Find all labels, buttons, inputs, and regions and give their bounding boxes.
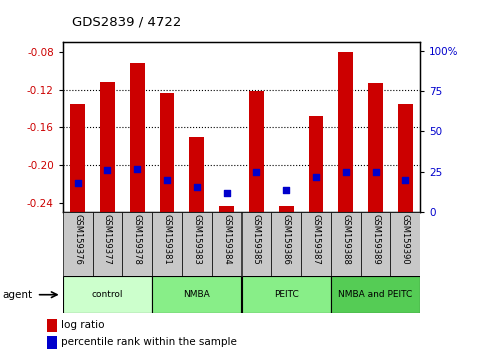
Point	[253, 169, 260, 175]
Bar	[309, 116, 324, 212]
Bar	[189, 137, 204, 212]
Point	[401, 177, 409, 183]
Text: GSM159386: GSM159386	[282, 214, 291, 265]
Point	[193, 184, 201, 189]
Bar	[122, 212, 152, 276]
Text: NMBA and PEITC: NMBA and PEITC	[339, 290, 412, 299]
Text: GSM159383: GSM159383	[192, 214, 201, 265]
Text: GSM159390: GSM159390	[401, 214, 410, 265]
Bar	[182, 212, 212, 276]
Bar	[279, 206, 294, 212]
Bar	[212, 212, 242, 276]
Bar	[242, 276, 331, 313]
Bar	[331, 276, 420, 313]
Bar	[70, 104, 85, 212]
Text: NMBA: NMBA	[184, 290, 210, 299]
Point	[372, 169, 380, 175]
Text: GSM159388: GSM159388	[341, 214, 350, 265]
Bar	[47, 319, 57, 332]
Bar	[93, 212, 122, 276]
Text: GSM159378: GSM159378	[133, 214, 142, 265]
Text: GSM159381: GSM159381	[163, 214, 171, 265]
Bar	[47, 336, 57, 348]
Point	[282, 187, 290, 193]
Bar	[63, 212, 93, 276]
Text: percentile rank within the sample: percentile rank within the sample	[61, 337, 237, 347]
Point	[104, 167, 112, 173]
Bar	[338, 52, 353, 212]
Text: GSM159389: GSM159389	[371, 214, 380, 265]
Bar	[100, 82, 115, 212]
Bar	[159, 92, 174, 212]
Point	[342, 169, 350, 175]
Text: GSM159387: GSM159387	[312, 214, 320, 265]
Bar	[242, 212, 271, 276]
Point	[74, 181, 82, 186]
Point	[133, 166, 141, 172]
Text: agent: agent	[2, 290, 32, 300]
Bar	[249, 91, 264, 212]
Bar	[63, 276, 152, 313]
Text: PEITC: PEITC	[274, 290, 298, 299]
Text: log ratio: log ratio	[61, 320, 105, 330]
Bar	[152, 212, 182, 276]
Point	[223, 190, 230, 196]
Text: GSM159385: GSM159385	[252, 214, 261, 265]
Bar	[368, 83, 383, 212]
Bar	[398, 104, 413, 212]
Text: GSM159376: GSM159376	[73, 214, 82, 265]
Text: control: control	[92, 290, 123, 299]
Text: GSM159384: GSM159384	[222, 214, 231, 265]
Bar	[361, 212, 390, 276]
Bar	[301, 212, 331, 276]
Text: GDS2839 / 4722: GDS2839 / 4722	[72, 15, 182, 28]
Text: GSM159377: GSM159377	[103, 214, 112, 265]
Point	[312, 174, 320, 179]
Bar	[152, 276, 242, 313]
Bar	[331, 212, 361, 276]
Bar	[390, 212, 420, 276]
Bar	[219, 206, 234, 212]
Bar	[271, 212, 301, 276]
Point	[163, 177, 171, 183]
Bar	[130, 63, 145, 212]
